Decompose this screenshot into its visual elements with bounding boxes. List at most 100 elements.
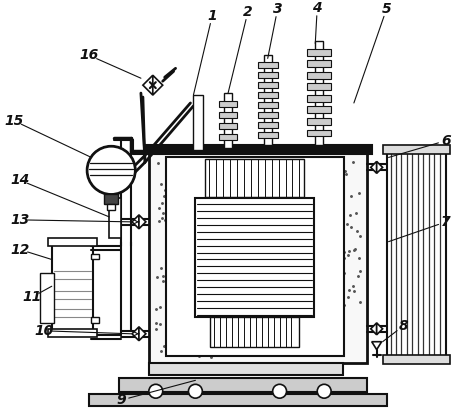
Point — [219, 228, 227, 235]
Point — [319, 347, 327, 353]
Bar — [109, 198, 121, 238]
Text: 10: 10 — [34, 324, 54, 338]
Point — [308, 268, 315, 275]
Point — [178, 325, 186, 332]
Bar — [48, 329, 97, 337]
Point — [342, 170, 350, 177]
Point — [291, 222, 298, 229]
Point — [277, 350, 285, 357]
Point — [259, 290, 266, 296]
Point — [339, 205, 347, 211]
Point — [190, 275, 198, 282]
Point — [353, 210, 360, 216]
Point — [243, 326, 250, 333]
Point — [350, 247, 358, 253]
Point — [283, 297, 291, 303]
Point — [172, 220, 179, 227]
Point — [300, 166, 307, 173]
Point — [274, 342, 282, 348]
Point — [316, 167, 324, 173]
Point — [340, 255, 347, 262]
Point — [291, 344, 298, 351]
Point — [231, 257, 238, 263]
Point — [243, 257, 250, 264]
Point — [188, 238, 196, 244]
Point — [292, 233, 300, 240]
Point — [277, 181, 284, 187]
Point — [255, 338, 263, 345]
Point — [316, 281, 323, 287]
Point — [298, 178, 305, 185]
Point — [229, 247, 237, 253]
Polygon shape — [377, 323, 383, 335]
Point — [236, 264, 243, 270]
Bar — [307, 60, 331, 67]
Point — [187, 327, 195, 334]
Bar — [383, 145, 450, 154]
Bar — [91, 253, 100, 260]
Polygon shape — [139, 327, 146, 341]
Point — [356, 267, 364, 274]
Point — [191, 186, 199, 192]
Point — [273, 265, 280, 272]
Point — [268, 285, 275, 292]
Point — [330, 273, 338, 280]
Point — [298, 179, 305, 186]
Point — [195, 295, 202, 302]
Point — [339, 308, 347, 315]
Point — [182, 347, 190, 354]
Point — [301, 265, 308, 272]
Text: 16: 16 — [80, 48, 99, 62]
Point — [339, 168, 347, 175]
Point — [219, 180, 227, 186]
Bar — [205, 159, 304, 197]
Text: 6: 6 — [441, 134, 451, 148]
Point — [309, 194, 316, 201]
Point — [174, 215, 182, 221]
Text: 14: 14 — [10, 173, 30, 187]
Point — [283, 214, 291, 220]
Point — [304, 187, 311, 193]
Bar — [258, 112, 278, 118]
Bar — [91, 317, 100, 323]
Point — [201, 168, 208, 175]
Point — [195, 221, 203, 228]
Point — [195, 195, 203, 202]
Point — [293, 201, 301, 207]
Point — [184, 160, 192, 166]
Point — [170, 305, 177, 312]
Bar — [195, 198, 314, 317]
Bar — [90, 394, 387, 406]
Point — [315, 190, 323, 197]
Point — [279, 329, 287, 335]
Polygon shape — [372, 342, 382, 349]
Point — [241, 342, 248, 349]
Point — [203, 238, 210, 244]
Point — [317, 196, 324, 203]
Point — [338, 305, 346, 312]
Point — [331, 198, 339, 205]
Point — [300, 229, 307, 236]
Point — [279, 196, 286, 203]
Bar — [307, 83, 331, 90]
Point — [189, 305, 197, 312]
Bar — [149, 364, 343, 375]
Point — [331, 282, 338, 289]
Point — [306, 230, 314, 236]
Point — [248, 244, 256, 251]
Point — [309, 247, 316, 254]
Point — [202, 283, 210, 290]
Point — [190, 207, 197, 213]
Bar — [210, 317, 300, 347]
Point — [160, 342, 168, 349]
Point — [259, 308, 266, 315]
Point — [314, 312, 322, 319]
Point — [322, 293, 330, 300]
Point — [162, 186, 169, 193]
Point — [156, 320, 164, 327]
Bar — [258, 102, 278, 108]
Point — [331, 188, 338, 195]
Bar — [219, 123, 237, 129]
Point — [213, 178, 220, 185]
Point — [258, 230, 265, 236]
